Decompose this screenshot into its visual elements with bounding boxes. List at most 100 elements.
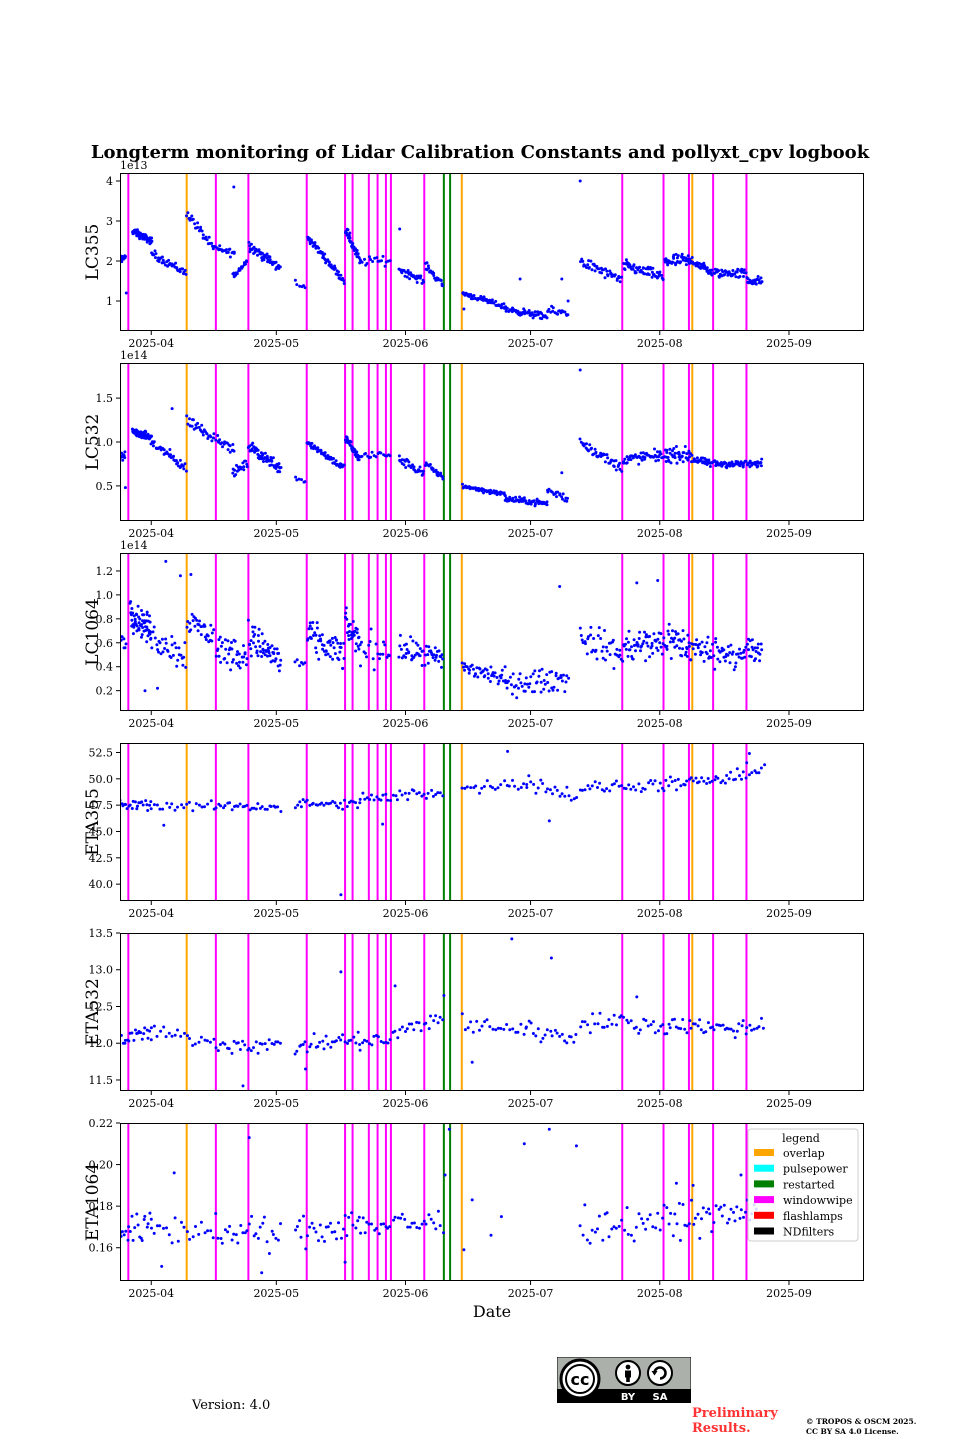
data-point — [188, 621, 192, 625]
data-point — [579, 1025, 583, 1029]
x-tick-label: 2025-07 — [508, 907, 554, 920]
legend-label-restarted: restarted — [783, 1178, 835, 1191]
data-point — [489, 1233, 493, 1237]
data-point — [369, 258, 372, 261]
data-point — [306, 637, 310, 641]
data-point — [157, 260, 161, 263]
data-point — [149, 1026, 153, 1030]
data-point — [681, 460, 685, 464]
data-point — [503, 494, 507, 498]
data-point — [182, 467, 186, 471]
y-axis-label: ETA355 — [83, 788, 103, 856]
data-point — [308, 1225, 312, 1229]
data-point — [412, 465, 416, 469]
data-point — [629, 458, 633, 462]
data-point — [123, 1041, 127, 1045]
data-point — [470, 663, 474, 667]
data-point — [431, 467, 435, 471]
plot-area — [120, 743, 767, 901]
data-point — [176, 461, 180, 465]
data-point — [135, 807, 139, 811]
data-point — [626, 1021, 630, 1025]
data-point — [569, 1035, 573, 1039]
data-point — [545, 673, 549, 677]
data-point — [629, 265, 633, 269]
data-point — [690, 256, 694, 259]
data-point — [594, 450, 598, 454]
data-point — [499, 1215, 503, 1219]
data-point — [524, 676, 528, 680]
data-point — [319, 448, 323, 452]
data-point — [673, 779, 677, 782]
data-point — [525, 682, 529, 686]
data-point — [625, 461, 629, 465]
data-point — [153, 249, 157, 253]
data-point — [136, 604, 140, 608]
data-point — [336, 641, 340, 645]
data-point — [139, 1031, 143, 1035]
data-point — [674, 1181, 678, 1185]
data-point — [201, 233, 205, 237]
data-point — [735, 767, 739, 771]
data-point — [140, 800, 144, 804]
data-point — [474, 672, 477, 676]
data-point — [351, 242, 355, 245]
copyright-note: © TROPOS & OSCM 2025. CC BY SA 4.0 Licen… — [806, 1417, 916, 1437]
data-point — [311, 801, 315, 805]
data-point — [603, 453, 607, 457]
data-point — [210, 241, 214, 245]
legend-swatch-restarted — [754, 1180, 774, 1188]
data-point — [357, 458, 361, 462]
data-point — [396, 1216, 400, 1220]
data-point — [741, 1019, 745, 1023]
data-point — [719, 1024, 723, 1028]
data-point — [681, 629, 685, 633]
data-point — [497, 679, 501, 683]
data-point — [169, 453, 173, 457]
share-alike-icon — [647, 1360, 673, 1386]
data-point — [295, 283, 299, 287]
data-point — [640, 458, 644, 462]
data-point — [206, 634, 210, 638]
y-tick-label: 0.18 — [89, 1200, 114, 1213]
legend-swatch-overlap — [754, 1149, 774, 1156]
y-tick-label: 45.0 — [89, 825, 114, 838]
data-point — [471, 1030, 475, 1034]
data-point — [176, 1028, 179, 1032]
data-point — [514, 495, 518, 499]
data-point — [230, 641, 233, 644]
data-point — [734, 777, 737, 781]
y-tick-label: 12.0 — [89, 1037, 114, 1050]
data-point — [174, 261, 178, 265]
data-point — [565, 1041, 569, 1045]
data-point — [214, 1212, 218, 1215]
data-point — [350, 1211, 354, 1215]
data-point — [120, 1230, 124, 1234]
data-point — [637, 462, 641, 466]
data-point — [329, 263, 333, 267]
data-point — [337, 806, 340, 810]
data-point — [757, 278, 761, 282]
data-point — [502, 302, 506, 306]
data-point — [583, 1020, 587, 1024]
data-point — [693, 1216, 697, 1220]
data-point — [714, 775, 718, 779]
data-point — [720, 1214, 724, 1218]
data-point — [238, 268, 242, 272]
axes-frame — [120, 363, 864, 521]
data-point — [337, 658, 341, 662]
data-point — [643, 630, 646, 634]
data-point — [415, 281, 419, 284]
data-point — [650, 270, 654, 274]
data-point — [711, 1025, 715, 1029]
data-point — [218, 244, 222, 248]
data-point — [597, 626, 601, 630]
data-point — [345, 231, 348, 235]
data-point — [682, 637, 686, 641]
data-point — [710, 273, 714, 277]
data-point — [363, 1231, 367, 1235]
data-point — [665, 644, 669, 648]
data-point — [558, 794, 562, 798]
data-point — [313, 241, 317, 245]
